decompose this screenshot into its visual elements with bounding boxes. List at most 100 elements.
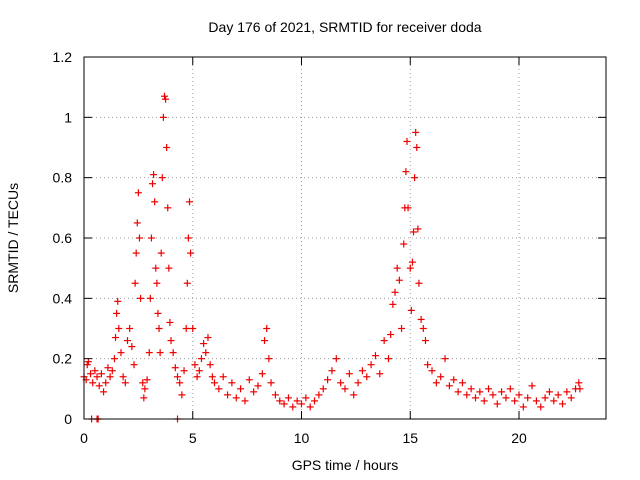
data-point: [261, 337, 269, 345]
x-tick-label: 15: [402, 430, 418, 446]
data-point: [206, 361, 214, 369]
y-tick-label: 0: [64, 411, 72, 427]
data-point: [576, 385, 584, 393]
x-tick-label: 20: [511, 430, 527, 446]
data-point: [166, 318, 174, 326]
data-point: [563, 388, 571, 396]
data-point: [498, 388, 506, 396]
data-point: [575, 379, 583, 387]
data-point: [350, 391, 358, 399]
data-point: [183, 279, 191, 287]
data-point: [363, 373, 371, 381]
data-point: [506, 385, 514, 393]
data-point: [485, 385, 493, 393]
data-point: [131, 279, 139, 287]
data-point: [337, 379, 345, 387]
data-point: [108, 367, 116, 375]
data-point: [532, 397, 540, 405]
data-point: [204, 334, 212, 342]
data-point: [139, 379, 147, 387]
data-point: [445, 382, 453, 390]
data-point: [202, 349, 210, 357]
data-point: [224, 391, 232, 399]
data-point: [463, 391, 471, 399]
data-point: [408, 258, 416, 266]
data-point: [232, 394, 240, 402]
y-tick-label: 0.4: [53, 290, 73, 306]
data-point: [215, 385, 223, 393]
data-point: [117, 349, 125, 357]
x-tick-label: 0: [80, 430, 88, 446]
data-point: [145, 349, 153, 357]
data-point: [245, 376, 253, 384]
data-point: [263, 325, 271, 332]
data-point: [519, 403, 527, 411]
data-point: [550, 397, 558, 405]
data-point: [187, 249, 195, 257]
data-point: [241, 397, 249, 405]
data-point: [176, 379, 184, 387]
data-point: [567, 394, 575, 402]
data-point: [403, 137, 411, 145]
data-point: [406, 264, 414, 272]
data-point: [411, 174, 419, 182]
data-point: [380, 337, 388, 345]
data-point: [124, 337, 131, 345]
data-point: [113, 309, 121, 317]
data-point: [324, 376, 332, 384]
data-point: [395, 276, 403, 284]
data-point: [417, 315, 425, 323]
data-point: [267, 379, 275, 387]
data-point: [140, 394, 148, 402]
data-point: [441, 355, 449, 363]
data-point: [415, 279, 423, 287]
data-point: [528, 382, 536, 390]
y-axis-label: SRMTID / TECUs: [5, 183, 21, 293]
data-point: [250, 388, 258, 396]
data-point: [410, 228, 418, 236]
data-point: [428, 367, 436, 375]
data-point: [195, 367, 203, 375]
data-point: [524, 394, 532, 402]
data-point: [502, 394, 510, 402]
data-point: [193, 373, 201, 381]
data-point: [489, 391, 497, 399]
data-point: [271, 391, 279, 399]
y-tick-label: 0.8: [53, 170, 73, 186]
data-point: [146, 294, 154, 302]
data-point: [151, 198, 159, 206]
data-point: [119, 373, 127, 381]
data-point: [102, 379, 110, 387]
data-point: [84, 358, 92, 366]
data-point: [404, 204, 412, 212]
data-point: [302, 394, 310, 402]
data-point: [276, 397, 284, 405]
x-axis-label: GPS time / hours: [292, 457, 399, 473]
data-point: [319, 385, 327, 393]
data-point: [180, 367, 188, 375]
data-point: [100, 388, 108, 396]
data-point: [126, 325, 134, 332]
data-point: [174, 373, 182, 381]
data-point: [493, 400, 501, 408]
data-point: [211, 379, 218, 387]
data-point: [132, 249, 140, 257]
data-point: [87, 370, 95, 378]
data-point: [134, 189, 142, 197]
data-point: [398, 325, 406, 332]
data-point: [306, 403, 314, 411]
data-point: [152, 264, 160, 272]
data-point: [197, 355, 205, 363]
data-point: [83, 361, 91, 369]
data-point: [389, 300, 397, 308]
data-point: [400, 240, 408, 248]
data-point: [385, 355, 392, 363]
data-points: [80, 92, 584, 423]
data-point: [200, 340, 208, 348]
data-point: [391, 288, 399, 296]
data-point: [182, 325, 190, 332]
data-point: [412, 128, 420, 136]
data-point: [184, 234, 192, 242]
data-point: [104, 364, 112, 372]
data-point: [315, 391, 323, 399]
